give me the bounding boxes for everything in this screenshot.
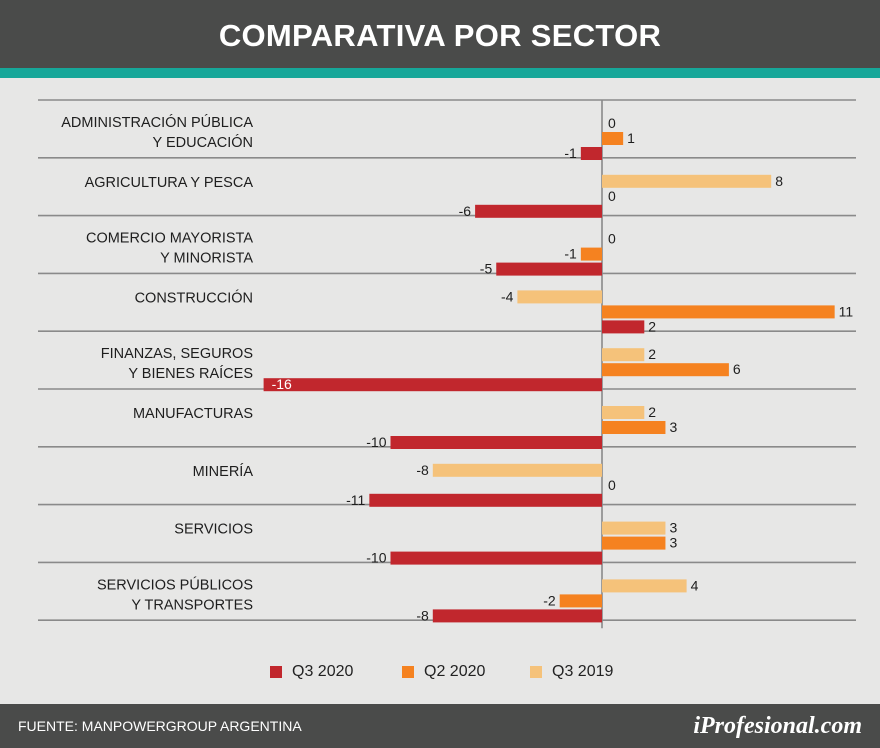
legend-item-q3-2020: Q3 2020 — [270, 658, 353, 686]
category-label-comercio-mayorista-y-minorista: Y MINORISTA — [160, 251, 253, 267]
bar-q3-2020-servicios-publicos-y-transportes — [432, 609, 602, 623]
bar-q3-2020-agricultura-y-pesca — [475, 204, 602, 218]
bar-q3-2020-comercio-mayorista-y-minorista — [496, 262, 602, 276]
value-label-q3-2019-mineria: -8 — [416, 462, 429, 478]
category-label-mineria: MINERÍA — [193, 463, 254, 480]
category-label-servicios-publicos-y-transportes: Y TRANSPORTES — [131, 597, 253, 613]
category-label-finanzas-seguros-y-bienes-raices: Y BIENES RAÍCES — [128, 365, 253, 382]
bar-q3-2019-manufacturas — [602, 406, 645, 419]
value-label-q3-2019-servicios-publicos-y-transportes: 4 — [691, 577, 699, 593]
category-label-servicios-publicos-y-transportes: SERVICIOS PÚBLICOS — [97, 576, 253, 593]
footer-bar: FUENTE: MANPOWERGROUP ARGENTINA iProfesi… — [0, 704, 880, 748]
bar-q3-2019-mineria — [432, 463, 602, 477]
legend-swatch-q3-2020 — [270, 666, 282, 678]
value-label-q3-2019-administracion-publica-y-educacion: 0 — [608, 115, 616, 131]
legend-swatch-q3-2019 — [530, 666, 542, 678]
bar-q3-2020-administracion-publica-y-educacion — [580, 147, 602, 160]
bar-q2-2020-comercio-mayorista-y-minorista — [580, 247, 602, 261]
value-label-q2-2020-finanzas-seguros-y-bienes-raices: 6 — [733, 361, 741, 377]
value-label-q2-2020-comercio-mayorista-y-minorista: -1 — [564, 246, 577, 262]
value-label-q2-2020-administracion-publica-y-educacion: 1 — [627, 130, 635, 146]
bar-q2-2020-finanzas-seguros-y-bienes-raices — [602, 363, 729, 377]
chart-legend: Q3 2020 Q2 2020 Q3 2019 — [0, 658, 880, 686]
value-label-q3-2019-finanzas-seguros-y-bienes-raices: 2 — [648, 346, 656, 362]
category-label-manufacturas: MANUFACTURAS — [133, 406, 253, 422]
bar-q3-2020-servicios — [390, 551, 602, 565]
bar-q3-2019-agricultura-y-pesca — [602, 174, 772, 188]
value-label-q2-2020-mineria: 0 — [608, 477, 616, 493]
category-label-construccion: CONSTRUCCIÓN — [135, 289, 253, 306]
bar-q3-2019-finanzas-seguros-y-bienes-raices — [602, 348, 645, 362]
value-label-q3-2019-comercio-mayorista-y-minorista: 0 — [608, 231, 616, 247]
category-label-finanzas-seguros-y-bienes-raices: FINANZAS, SEGUROS — [101, 346, 253, 362]
value-label-q3-2020-agricultura-y-pesca: -6 — [459, 203, 472, 219]
value-label-q2-2020-construccion: 11 — [839, 303, 854, 319]
bar-q2-2020-servicios — [602, 536, 666, 550]
value-label-q3-2019-agricultura-y-pesca: 8 — [775, 173, 783, 189]
legend-item-q3-2019: Q3 2019 — [530, 658, 613, 686]
source-note: FUENTE: MANPOWERGROUP ARGENTINA — [18, 718, 302, 734]
bar-q2-2020-construccion — [602, 305, 835, 319]
value-label-q3-2019-manufacturas: 2 — [648, 404, 656, 420]
value-label-q3-2020-mineria: -11 — [346, 492, 365, 508]
value-label-q3-2020-servicios: -10 — [366, 550, 386, 566]
value-label-q3-2020-administracion-publica-y-educacion: -1 — [564, 145, 577, 161]
bar-q2-2020-manufacturas — [602, 421, 666, 434]
bar-q3-2020-mineria — [369, 493, 602, 507]
bar-q3-2019-construccion — [517, 290, 602, 304]
bar-q3-2020-construccion — [602, 320, 645, 334]
value-label-q2-2020-manufacturas: 3 — [669, 419, 677, 435]
bar-q3-2020-finanzas-seguros-y-bienes-raices — [263, 378, 602, 392]
bar-q3-2019-servicios — [602, 521, 666, 535]
value-label-q3-2019-servicios: 3 — [669, 520, 677, 536]
bar-q3-2020-manufacturas — [390, 436, 602, 449]
brand-logo: iProfesional.com — [693, 713, 862, 739]
chart-title: COMPARATIVA POR SECTOR — [218, 18, 662, 53]
legend-item-q2-2020: Q2 2020 — [402, 658, 485, 686]
category-label-servicios: SERVICIOS — [174, 522, 253, 538]
legend-swatch-q2-2020 — [402, 666, 414, 678]
value-label-q3-2020-servicios-publicos-y-transportes: -8 — [416, 607, 429, 623]
category-label-administracion-publica-y-educacion: Y EDUCACIÓN — [153, 134, 253, 151]
legend-label-q3-2019: Q3 2019 — [552, 663, 614, 680]
value-label-q2-2020-servicios: 3 — [669, 535, 677, 551]
value-label-q3-2020-construccion: 2 — [648, 318, 656, 334]
value-label-q3-2019-construccion: -4 — [501, 288, 514, 304]
header-bar — [0, 0, 880, 68]
category-label-administracion-publica-y-educacion: ADMINISTRACIÓN PÚBLICA — [61, 114, 253, 131]
category-label-comercio-mayorista-y-minorista: COMERCIO MAYORISTA — [86, 231, 253, 247]
value-label-q2-2020-agricultura-y-pesca: 0 — [608, 188, 616, 204]
value-label-q3-2020-comercio-mayorista-y-minorista: -5 — [480, 261, 493, 277]
bar-q2-2020-servicios-publicos-y-transportes — [559, 594, 602, 608]
legend-label-q2-2020: Q2 2020 — [424, 663, 486, 680]
legend-label-q3-2020: Q3 2020 — [292, 663, 354, 680]
accent-stripe — [0, 68, 880, 78]
bar-q2-2020-administracion-publica-y-educacion — [602, 132, 624, 145]
value-label-q3-2020-finanzas-seguros-y-bienes-raices: -16 — [272, 376, 292, 392]
category-label-agricultura-y-pesca: AGRICULTURA Y PESCA — [85, 175, 254, 191]
value-label-q3-2020-manufacturas: -10 — [366, 434, 386, 450]
bar-q3-2019-servicios-publicos-y-transportes — [602, 579, 687, 593]
value-label-q2-2020-servicios-publicos-y-transportes: -2 — [543, 592, 556, 608]
